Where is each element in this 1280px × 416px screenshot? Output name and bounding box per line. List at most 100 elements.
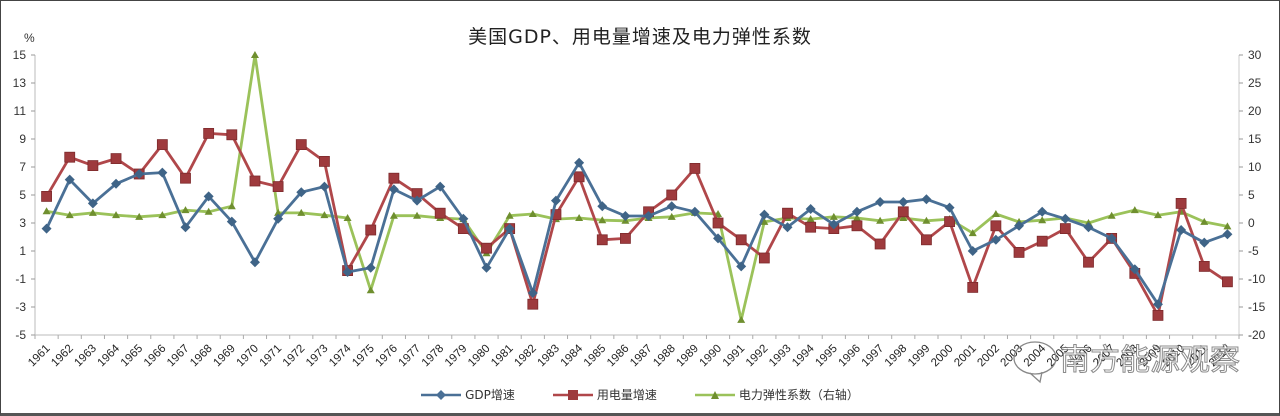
square-marker bbox=[1013, 246, 1025, 258]
series-line bbox=[45, 161, 1228, 306]
square-marker bbox=[666, 189, 678, 201]
square-marker bbox=[967, 281, 979, 293]
square-marker bbox=[87, 160, 99, 172]
y2-tick-label: 30 bbox=[1248, 48, 1262, 62]
x-tick-label: 1963 bbox=[72, 343, 99, 370]
legend-label: GDP增速 bbox=[465, 388, 515, 402]
diamond-marker bbox=[597, 201, 608, 212]
triangle-marker bbox=[968, 229, 977, 237]
legend: GDP增速 用电量增速 电力弹性系数（右轴） bbox=[0, 386, 1280, 403]
diamond-marker bbox=[134, 169, 145, 179]
series-line bbox=[45, 131, 1229, 317]
diamond-marker bbox=[713, 233, 724, 244]
square-marker bbox=[156, 139, 168, 151]
diamond-marker bbox=[851, 206, 862, 217]
x-tick-label: 1988 bbox=[651, 343, 678, 370]
diamond-marker bbox=[41, 223, 52, 234]
triangle-marker bbox=[42, 207, 51, 215]
triangle-marker bbox=[1223, 222, 1232, 230]
square-marker bbox=[573, 171, 585, 183]
triangle-marker bbox=[181, 206, 190, 214]
diamond-marker bbox=[574, 157, 585, 168]
x-tick-label: 1999 bbox=[906, 343, 933, 370]
diamond-marker bbox=[527, 288, 538, 298]
x-tick-label: 1977 bbox=[397, 343, 424, 370]
square-marker bbox=[64, 151, 76, 163]
diamond-marker bbox=[921, 194, 932, 205]
x-tick-label: 1968 bbox=[188, 343, 215, 370]
triangle-marker bbox=[922, 216, 931, 224]
triangle-marker bbox=[1107, 211, 1116, 219]
diamond-marker bbox=[1176, 225, 1187, 235]
square-marker bbox=[1222, 276, 1233, 288]
legend-label: 用电量增速 bbox=[596, 388, 657, 402]
series-line bbox=[46, 53, 1228, 322]
triangle-marker bbox=[806, 215, 815, 223]
diamond-marker bbox=[1106, 233, 1117, 244]
x-tick-label: 1993 bbox=[767, 343, 794, 370]
square-marker bbox=[944, 216, 955, 228]
y-tick-label: 9 bbox=[19, 132, 26, 146]
diamond-marker bbox=[342, 267, 353, 277]
square-marker bbox=[319, 155, 330, 167]
square-marker bbox=[550, 209, 562, 221]
triangle-marker bbox=[389, 211, 398, 219]
triangle-marker bbox=[135, 212, 144, 220]
diamond-marker bbox=[249, 257, 260, 268]
triangle-marker bbox=[575, 213, 584, 221]
square-marker bbox=[851, 220, 863, 232]
x-tick-label: 1971 bbox=[258, 343, 285, 370]
triangle-marker-icon bbox=[694, 390, 735, 399]
x-tick-label: 1961 bbox=[26, 343, 53, 370]
watermark: 南方能源观察 bbox=[1013, 341, 1241, 384]
x-tick-label: 1976 bbox=[373, 343, 400, 370]
square-marker bbox=[110, 153, 122, 165]
square-marker bbox=[1083, 256, 1094, 268]
y-tick-label: 1 bbox=[19, 244, 26, 258]
diamond-marker bbox=[990, 234, 1001, 245]
triangle-marker bbox=[667, 212, 676, 220]
x-tick-label: 1997 bbox=[860, 343, 887, 370]
y2-tick-label: 25 bbox=[1248, 76, 1262, 90]
axes: 15 13 11 9 7 5 3 1 -1 -3 -5% 30 25 20 15 10 5 0 -5 -10 -15 -2… bbox=[13, 31, 1266, 369]
diamond-marker bbox=[388, 184, 399, 195]
diamond-marker bbox=[111, 178, 122, 189]
triangle-marker bbox=[598, 216, 607, 224]
triangle-marker bbox=[737, 315, 746, 323]
square-marker bbox=[897, 206, 909, 218]
square-marker bbox=[596, 234, 608, 246]
diamond-marker bbox=[736, 261, 747, 272]
square-marker bbox=[388, 172, 400, 184]
triangle-marker bbox=[876, 216, 885, 224]
legend-label: 电力弹性系数（右轴） bbox=[738, 388, 859, 402]
triangle-marker bbox=[250, 51, 259, 58]
diamond-marker bbox=[1083, 222, 1094, 233]
triangle-marker bbox=[413, 211, 422, 219]
x-tick-label: 1983 bbox=[536, 343, 563, 370]
x-tick-label: 1964 bbox=[96, 342, 123, 369]
x-tick-label: 1982 bbox=[512, 343, 539, 370]
square-marker bbox=[874, 238, 886, 250]
x-tick-label: 1990 bbox=[698, 343, 725, 370]
diamond-marker bbox=[458, 213, 469, 224]
chat-bubble-icon bbox=[1013, 341, 1057, 375]
square-marker bbox=[226, 129, 238, 141]
square-marker bbox=[620, 232, 631, 244]
diamond-marker bbox=[782, 222, 793, 233]
diamond-marker bbox=[643, 211, 654, 221]
x-tick-label: 1995 bbox=[813, 343, 840, 370]
diamond-marker bbox=[1037, 206, 1048, 217]
square-marker bbox=[921, 234, 932, 246]
diamond-marker bbox=[689, 206, 700, 217]
diamond-marker bbox=[759, 209, 770, 220]
triangle-marker bbox=[366, 286, 375, 294]
diamond-marker bbox=[157, 167, 168, 178]
x-tick-label: 1986 bbox=[605, 343, 632, 370]
square-marker bbox=[180, 172, 191, 184]
triangle-marker bbox=[204, 207, 213, 215]
square-marker bbox=[805, 221, 817, 233]
diamond-marker bbox=[64, 174, 75, 185]
y2-tick-label: 5 bbox=[1248, 188, 1255, 202]
x-tick-label: 1989 bbox=[674, 343, 701, 370]
square-marker bbox=[365, 224, 377, 236]
